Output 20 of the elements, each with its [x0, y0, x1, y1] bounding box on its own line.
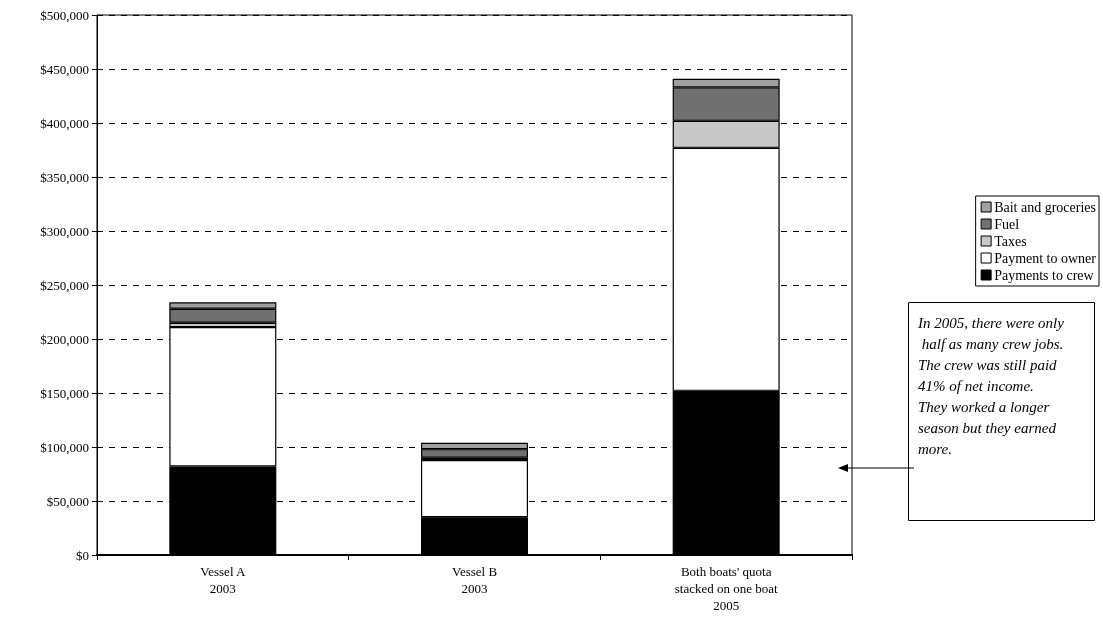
- legend-label: Payments to crew: [994, 267, 1095, 283]
- y-tick-label: $450,000: [40, 61, 89, 77]
- x-tick-label: Vessel B 2003: [451, 564, 498, 596]
- x-tick-label: Both boats' quota stacked on one boat 2005: [674, 564, 778, 613]
- y-tick-label: $50,000: [46, 493, 89, 509]
- y-tick-label: $200,000: [40, 331, 89, 347]
- legend-label: Payment to owner: [994, 250, 1097, 266]
- x-tick-label: Vessel A 2003: [200, 564, 247, 596]
- y-tick-label: $0: [76, 547, 89, 563]
- y-tick-label: $300,000: [40, 223, 89, 239]
- y-tick-label: $250,000: [40, 277, 89, 293]
- y-tick-label: $500,000: [40, 7, 89, 23]
- y-tick-label: $350,000: [40, 169, 89, 185]
- text: In 2005, there were only half as many crew jobs. The crew was still paid 41% of net income. They worked a longer season but they earned more.: [917, 314, 1068, 457]
- legend-label: Taxes: [994, 233, 1027, 249]
- y-tick-label: $100,000: [40, 439, 89, 455]
- y-tick-label: $150,000: [40, 385, 89, 401]
- y-tick-label: $400,000: [40, 115, 89, 131]
- legend-label: Bait and groceries: [994, 199, 1096, 215]
- legend-label: Fuel: [994, 216, 1020, 232]
